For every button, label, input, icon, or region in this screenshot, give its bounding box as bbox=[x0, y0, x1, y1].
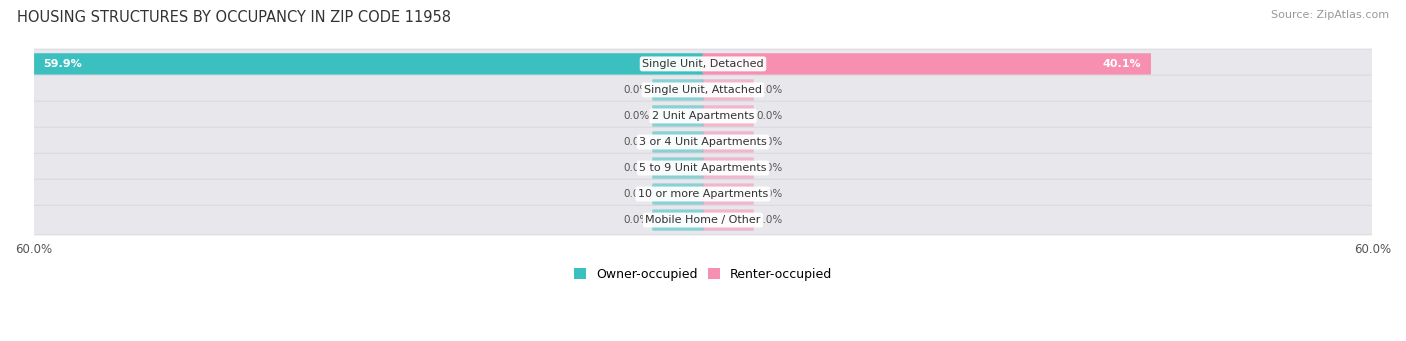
Text: 3 or 4 Unit Apartments: 3 or 4 Unit Apartments bbox=[640, 137, 766, 147]
Text: 0.0%: 0.0% bbox=[756, 111, 783, 121]
FancyBboxPatch shape bbox=[32, 49, 1374, 79]
Text: Mobile Home / Other: Mobile Home / Other bbox=[645, 215, 761, 225]
FancyBboxPatch shape bbox=[703, 105, 754, 127]
Text: 2 Unit Apartments: 2 Unit Apartments bbox=[652, 111, 754, 121]
FancyBboxPatch shape bbox=[652, 209, 703, 231]
FancyBboxPatch shape bbox=[32, 75, 1374, 105]
Text: 0.0%: 0.0% bbox=[756, 137, 783, 147]
FancyBboxPatch shape bbox=[34, 53, 703, 75]
Text: 0.0%: 0.0% bbox=[623, 85, 650, 95]
Text: HOUSING STRUCTURES BY OCCUPANCY IN ZIP CODE 11958: HOUSING STRUCTURES BY OCCUPANCY IN ZIP C… bbox=[17, 10, 451, 25]
Text: 0.0%: 0.0% bbox=[756, 163, 783, 173]
FancyBboxPatch shape bbox=[652, 183, 703, 205]
Text: 0.0%: 0.0% bbox=[623, 163, 650, 173]
Text: 59.9%: 59.9% bbox=[44, 59, 83, 69]
Text: 0.0%: 0.0% bbox=[623, 137, 650, 147]
Text: Single Unit, Attached: Single Unit, Attached bbox=[644, 85, 762, 95]
FancyBboxPatch shape bbox=[32, 101, 1374, 131]
Text: 0.0%: 0.0% bbox=[756, 85, 783, 95]
FancyBboxPatch shape bbox=[703, 131, 754, 153]
FancyBboxPatch shape bbox=[703, 53, 1152, 75]
FancyBboxPatch shape bbox=[652, 157, 703, 179]
Text: Source: ZipAtlas.com: Source: ZipAtlas.com bbox=[1271, 10, 1389, 20]
FancyBboxPatch shape bbox=[703, 79, 754, 101]
Text: 0.0%: 0.0% bbox=[623, 215, 650, 225]
Text: 10 or more Apartments: 10 or more Apartments bbox=[638, 189, 768, 199]
Text: 0.0%: 0.0% bbox=[756, 189, 783, 199]
FancyBboxPatch shape bbox=[32, 127, 1374, 157]
FancyBboxPatch shape bbox=[703, 157, 754, 179]
Text: 0.0%: 0.0% bbox=[623, 111, 650, 121]
Text: 0.0%: 0.0% bbox=[623, 189, 650, 199]
FancyBboxPatch shape bbox=[652, 105, 703, 127]
FancyBboxPatch shape bbox=[32, 205, 1374, 235]
Text: 0.0%: 0.0% bbox=[756, 215, 783, 225]
Text: 40.1%: 40.1% bbox=[1102, 59, 1142, 69]
Legend: Owner-occupied, Renter-occupied: Owner-occupied, Renter-occupied bbox=[568, 263, 838, 286]
FancyBboxPatch shape bbox=[652, 131, 703, 153]
Text: Single Unit, Detached: Single Unit, Detached bbox=[643, 59, 763, 69]
FancyBboxPatch shape bbox=[703, 209, 754, 231]
FancyBboxPatch shape bbox=[703, 183, 754, 205]
FancyBboxPatch shape bbox=[32, 179, 1374, 209]
FancyBboxPatch shape bbox=[652, 79, 703, 101]
FancyBboxPatch shape bbox=[32, 153, 1374, 183]
Text: 5 to 9 Unit Apartments: 5 to 9 Unit Apartments bbox=[640, 163, 766, 173]
